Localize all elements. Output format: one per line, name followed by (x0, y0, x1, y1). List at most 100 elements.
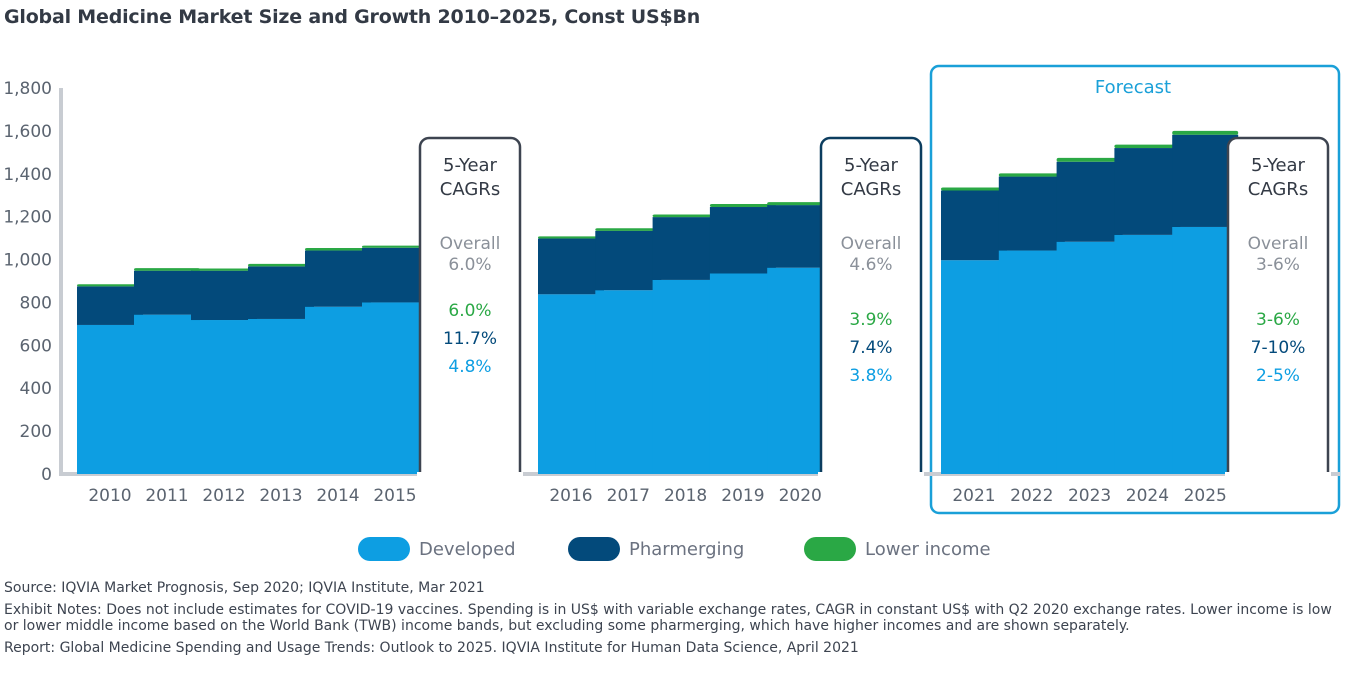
bar-segment-lower-income (1172, 130, 1239, 135)
cagr-overall-label: Overall (440, 234, 501, 254)
bar-segment-pharmerging (362, 247, 428, 303)
bar-segment-pharmerging (709, 207, 776, 274)
bar-segment-developed (709, 273, 776, 474)
report-note: Report: Global Medicine Spending and Usa… (4, 639, 859, 656)
bar-segment-developed (941, 260, 1007, 474)
cagr-header-line2: CAGRs (841, 179, 901, 200)
bar-segment-lower-income (248, 263, 314, 267)
bar-segment-lower-income (1056, 157, 1123, 162)
y-tick-label: 600 (20, 336, 52, 356)
cagr-header-line2: CAGRs (1248, 179, 1308, 200)
x-tick-label: 2024 (1126, 486, 1169, 506)
exhibit-note: Exhibit Notes: Does not include estimate… (4, 601, 1332, 635)
bar-segment-developed (652, 279, 719, 474)
forecast-region: Forecast (929, 64, 1341, 515)
bar-segment-pharmerging (652, 217, 719, 280)
cagr-lower-income: 3.9% (849, 310, 892, 330)
x-tick-label: 2015 (373, 486, 416, 506)
bars (77, 130, 1239, 474)
bar-segment-developed (248, 318, 314, 474)
legend-swatch (568, 537, 620, 561)
bar-segment-pharmerging (941, 190, 1007, 261)
cagr-developed: 3.8% (849, 366, 892, 386)
cagr-pharmerging: 7.4% (849, 338, 892, 358)
bar-segment-lower-income (362, 245, 428, 248)
legend-label: Lower income (865, 539, 991, 560)
bar-segment-lower-income (191, 268, 257, 271)
x-tick-label: 2023 (1068, 486, 1111, 506)
bar-segment-developed (305, 306, 371, 474)
cagr-overall-value: 4.6% (849, 255, 892, 275)
bar-segment-lower-income (652, 214, 719, 218)
y-tick-label: 400 (20, 379, 52, 399)
y-tick-label: 1,000 (3, 251, 52, 271)
cagr-overall-label: Overall (841, 234, 902, 254)
stacked-bar-chart: Forecast 0 200 400 600 800 1,000 1,200 1,400 1,6… (3, 64, 1341, 561)
y-tick-label: 1,800 (3, 79, 52, 99)
x-tick-label: 2019 (721, 486, 764, 506)
cagr-header-line1: 5-Year (844, 155, 899, 176)
x-tick-label: 2011 (145, 486, 188, 506)
x-tick-label: 2021 (952, 486, 995, 506)
cagr-header-line1: 5-Year (443, 155, 498, 176)
bar-segment-pharmerging (998, 176, 1065, 251)
bar-segment-developed (538, 294, 604, 474)
cagr-developed: 4.8% (448, 357, 491, 377)
cagr-overall-label: Overall (1248, 234, 1309, 254)
legend: Developed Pharmerging Lower income (358, 537, 991, 561)
legend-label: Pharmerging (629, 539, 744, 560)
bar-segment-developed (1114, 234, 1181, 474)
cagr-header-line2: CAGRs (440, 179, 500, 200)
bar-segment-developed (1056, 241, 1123, 474)
source-note: Source: IQVIA Market Prognosis, Sep 2020… (4, 580, 485, 596)
x-tick-label: 2012 (202, 486, 245, 506)
x-tick-label: 2025 (1184, 486, 1227, 506)
bar-segment-lower-income (1114, 144, 1181, 149)
bar-segment-lower-income (767, 202, 834, 206)
x-tick-label: 2022 (1010, 486, 1053, 506)
x-tick-label: 2010 (88, 486, 131, 506)
bar-segment-lower-income (998, 173, 1065, 177)
bar-segment-developed (362, 302, 428, 474)
legend-label: Developed (419, 539, 516, 560)
bar-segment-lower-income (77, 284, 143, 287)
bar-segment-lower-income (709, 204, 776, 208)
cagr-box-mask (417, 472, 523, 486)
x-tick-label: 2016 (549, 486, 592, 506)
forecast-label: Forecast (1095, 77, 1171, 98)
cagr-box-mask (818, 472, 924, 486)
notes: Source: IQVIA Market Prognosis, Sep 2020… (4, 580, 1344, 661)
cagr-boxes: 5-YearCAGRsOverall6.0%6.0%11.7%4.8%5-Yea… (417, 136, 1331, 486)
bar-segment-developed (77, 324, 143, 474)
bar-segment-developed (134, 314, 200, 474)
bar-segment-pharmerging (77, 286, 143, 325)
cagr-overall-value: 3-6% (1256, 255, 1300, 275)
cagr-pharmerging: 11.7% (443, 329, 497, 349)
bar-segment-pharmerging (248, 266, 314, 319)
cagr-pharmerging: 7-10% (1251, 338, 1306, 358)
bar-segment-lower-income (305, 247, 371, 251)
bar-segment-lower-income (941, 187, 1007, 191)
x-tick-label: 2017 (607, 486, 650, 506)
bar-segment-lower-income (538, 236, 604, 239)
bar-segment-pharmerging (1114, 148, 1181, 235)
y-tick-label: 1,600 (3, 122, 52, 142)
cagr-developed: 2-5% (1256, 366, 1300, 386)
cagr-lower-income: 3-6% (1256, 310, 1300, 330)
chart-title: Global Medicine Market Size and Growth 2… (4, 6, 701, 28)
y-tick-label: 200 (20, 422, 52, 442)
legend-swatch (804, 537, 856, 561)
bar-segment-pharmerging (1056, 161, 1123, 242)
cagr-lower-income: 6.0% (448, 301, 491, 321)
x-tick-label: 2013 (259, 486, 302, 506)
x-tick-label: 2014 (316, 486, 359, 506)
y-tick-label: 1,400 (3, 165, 52, 185)
y-tick-label: 800 (20, 293, 52, 313)
bar-segment-developed (595, 290, 662, 474)
legend-swatch (358, 537, 410, 561)
x-tick-label: 2018 (664, 486, 707, 506)
bar-segment-pharmerging (134, 270, 200, 315)
bar-segment-developed (998, 250, 1065, 474)
cagr-header-line1: 5-Year (1251, 155, 1306, 176)
bar-segment-pharmerging (595, 230, 662, 291)
